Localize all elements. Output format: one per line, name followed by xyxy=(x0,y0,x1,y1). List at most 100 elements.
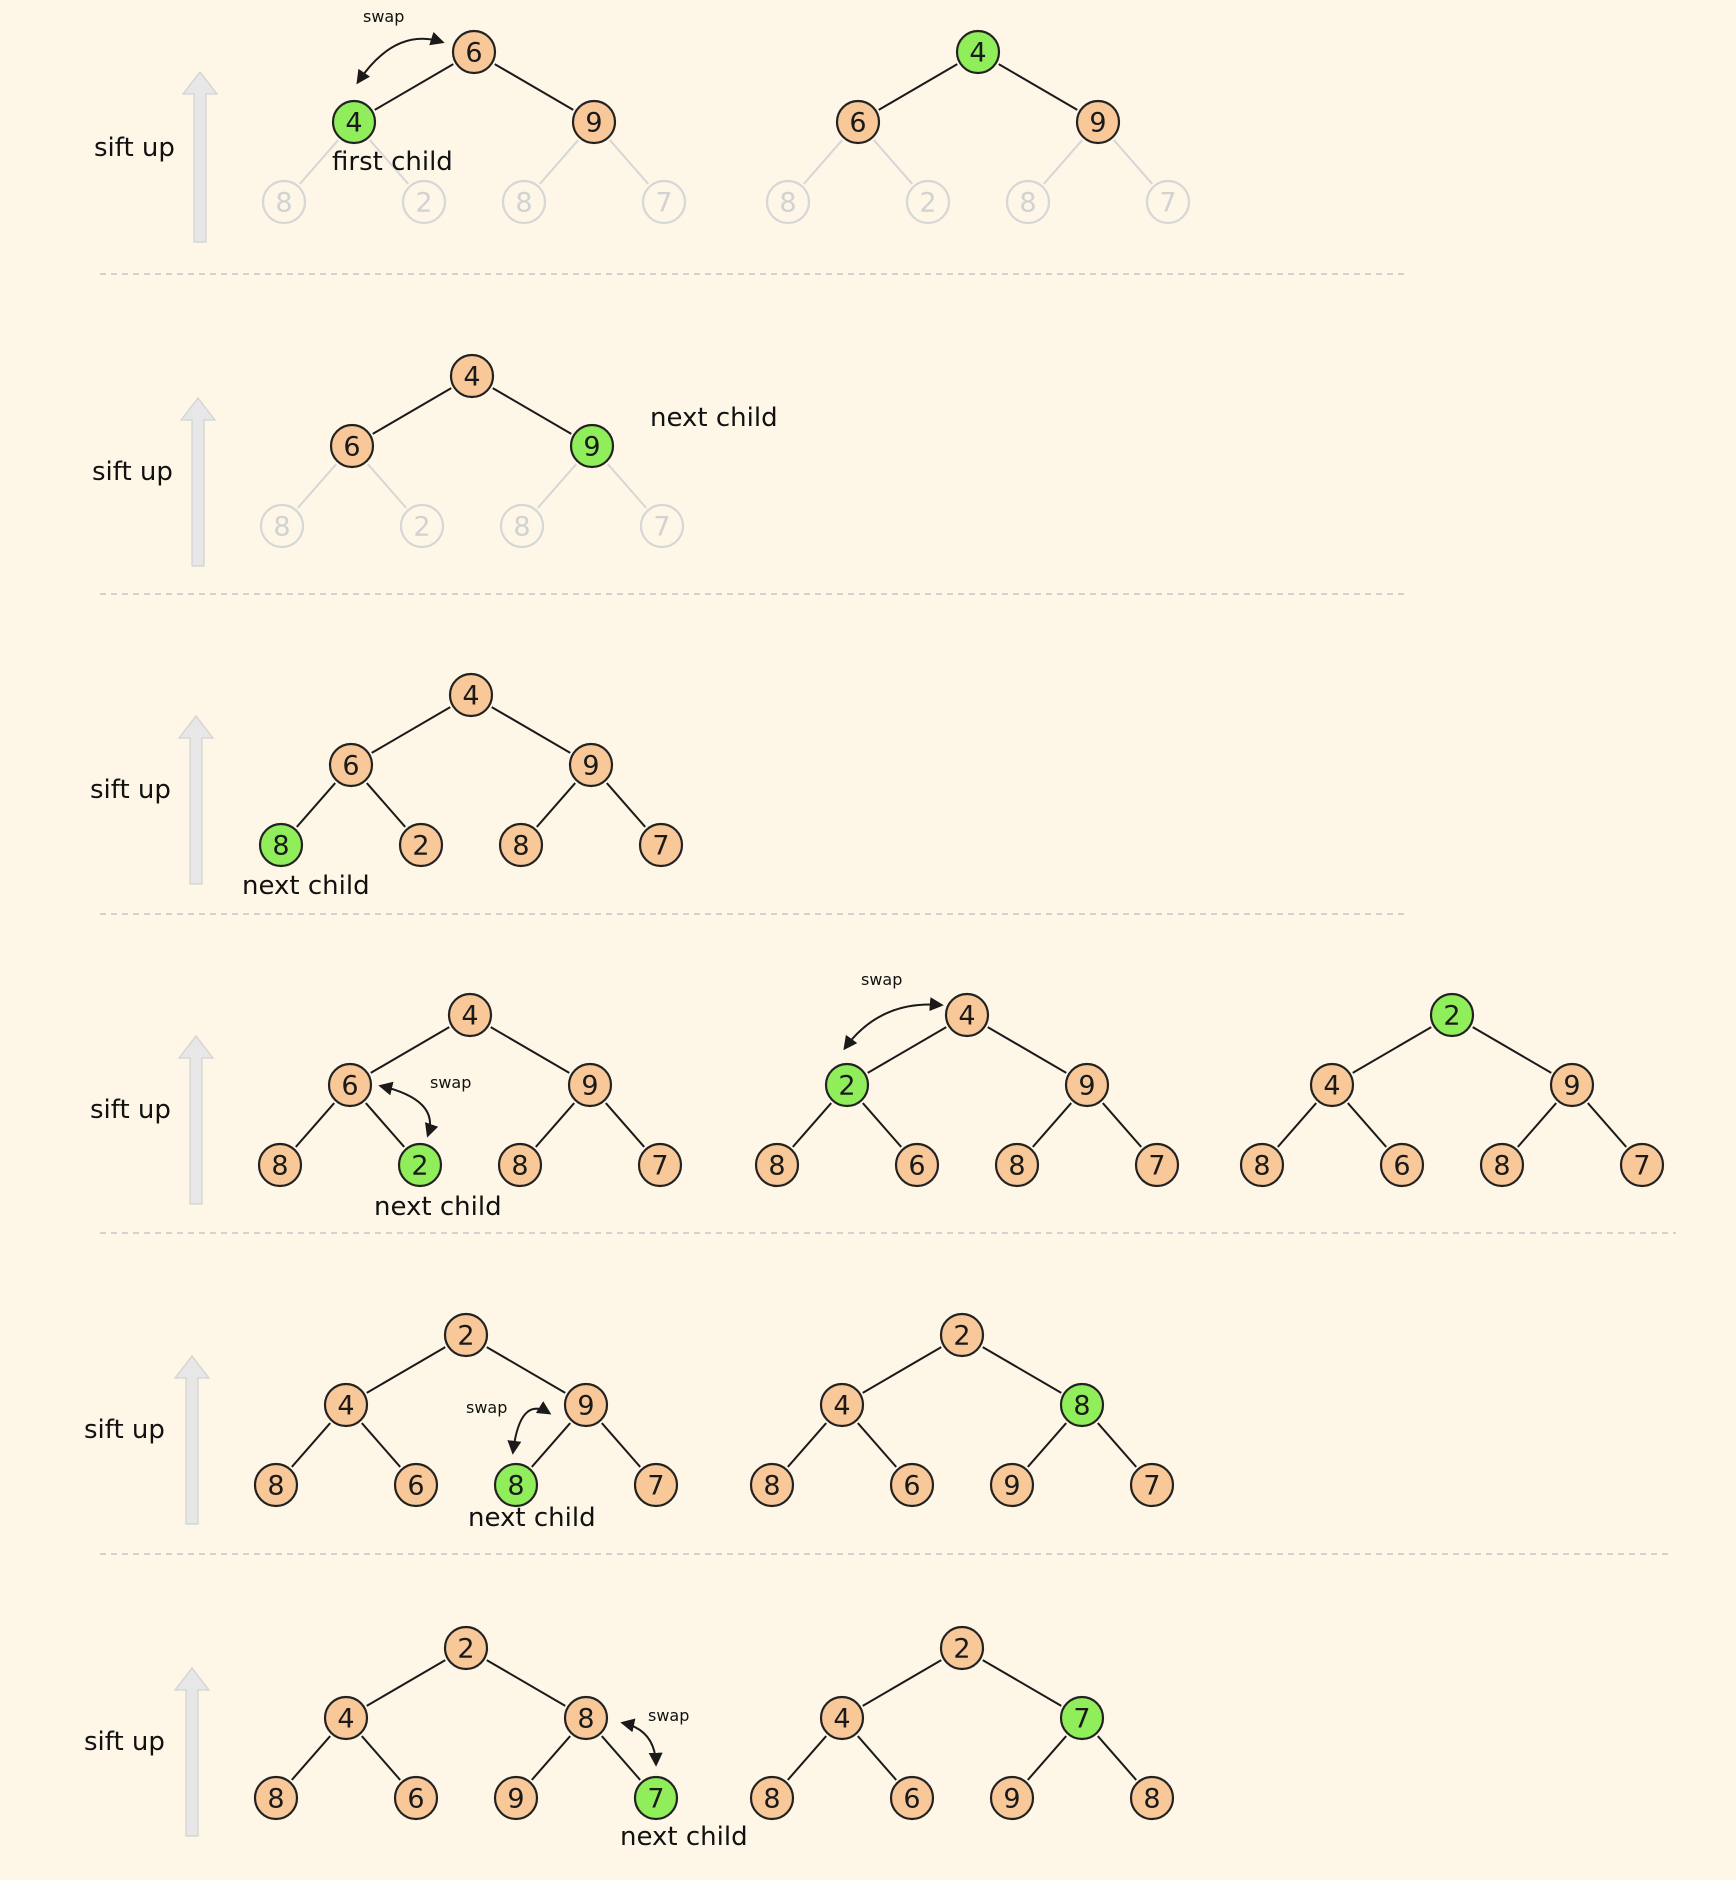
heap-node: 8 xyxy=(749,1462,795,1508)
node-value: 8 xyxy=(763,1471,780,1502)
node-value: 8 xyxy=(763,1784,780,1815)
node-circle xyxy=(329,423,375,469)
heap-node: 7 xyxy=(637,1142,683,1188)
node-value: 7 xyxy=(653,512,670,543)
tree-edge xyxy=(873,139,913,185)
heap-node: 6 xyxy=(328,742,374,788)
tree-edge xyxy=(862,1659,942,1707)
heap-node: 7 xyxy=(633,1462,679,1508)
node-circle xyxy=(1549,1062,1595,1108)
heap-node: 8 xyxy=(1129,1775,1175,1821)
tree-edge xyxy=(1352,1026,1432,1074)
node-circle xyxy=(493,1775,539,1821)
tree-edge xyxy=(371,706,451,754)
heap-node: 8 xyxy=(754,1142,800,1188)
heap-node: 6 xyxy=(393,1462,439,1508)
sift-up-label: sift up xyxy=(90,1095,171,1125)
node-value: 4 xyxy=(463,362,480,393)
node-value: 8 xyxy=(275,188,292,219)
sift-up-rows: sift up 6 4 9 8 2 8 7 first child swap 4 6 9 8 2 8 7 sift… xyxy=(84,7,1665,1852)
tree-edge xyxy=(296,782,336,828)
tree-edge xyxy=(857,1422,897,1468)
heap-node: 6 xyxy=(889,1775,935,1821)
node-circle xyxy=(749,1775,795,1821)
tree-edge xyxy=(1472,1026,1552,1074)
heap-tree: 2 4 9 8 6 8 7 xyxy=(1239,992,1665,1188)
heap-tree: 4 6 9 8 2 8 7 xyxy=(765,29,1191,225)
sift-up-label: sift up xyxy=(84,1415,165,1445)
heap-node: 4 xyxy=(819,1382,865,1428)
tree-edge xyxy=(1587,1102,1627,1148)
heap-node: 2 xyxy=(939,1625,985,1671)
node-value: 8 xyxy=(1019,188,1036,219)
heap-node: 8 xyxy=(749,1775,795,1821)
node-circle xyxy=(638,822,684,868)
heap-node: 6 xyxy=(393,1775,439,1821)
child-caption: next child xyxy=(374,1192,502,1222)
heap-node: 7 xyxy=(1619,1142,1665,1188)
node-value: 8 xyxy=(779,188,796,219)
tree-edge xyxy=(370,1026,450,1074)
node-value: 9 xyxy=(583,432,600,463)
node-circle xyxy=(499,503,545,549)
node-circle xyxy=(447,992,493,1038)
tree-edge xyxy=(372,387,452,435)
node-circle xyxy=(944,992,990,1038)
tree-edge xyxy=(787,1735,827,1781)
node-value: 7 xyxy=(655,188,672,219)
heap-node: 7 xyxy=(638,822,684,868)
node-circle xyxy=(568,742,614,788)
node-value: 6 xyxy=(407,1784,424,1815)
node-value: 9 xyxy=(1003,1471,1020,1502)
heap-node: 8 xyxy=(257,1142,303,1188)
node-value: 8 xyxy=(512,831,529,862)
node-value: 2 xyxy=(457,1634,474,1665)
heap-node: 4 xyxy=(323,1382,369,1428)
active-node: 4 xyxy=(955,29,1001,75)
heap-node: 6 xyxy=(835,99,881,145)
node-value: 2 xyxy=(413,512,430,543)
node-circle xyxy=(633,1462,679,1508)
heap-node: 8 xyxy=(563,1695,609,1741)
tree-edge xyxy=(867,1026,947,1074)
node-value: 8 xyxy=(273,512,290,543)
node-value: 6 xyxy=(903,1471,920,1502)
heap-node: 6 xyxy=(327,1062,373,1108)
sift-up-arrow-icon xyxy=(179,397,217,567)
node-circle xyxy=(258,822,304,868)
node-value: 2 xyxy=(412,831,429,862)
node-value: 4 xyxy=(337,1391,354,1422)
tree-edge xyxy=(1097,1735,1137,1781)
heap-tree: 2 4 7 8 6 9 8 xyxy=(749,1625,1175,1821)
node-value: 8 xyxy=(513,512,530,543)
active-node: 9 xyxy=(569,423,615,469)
heap-node: 9 xyxy=(571,99,617,145)
tree-edge xyxy=(361,1422,401,1468)
tree-edge xyxy=(792,1102,832,1148)
node-value: 9 xyxy=(1003,1784,1020,1815)
swap-label: swap xyxy=(430,1073,471,1092)
tree-edge xyxy=(369,139,409,185)
tree-edge xyxy=(803,139,843,185)
node-circle xyxy=(835,99,881,145)
tree-edge xyxy=(361,1735,401,1781)
heap-tree: 4 2 9 8 6 8 7 swap xyxy=(754,970,1180,1188)
tree-edge xyxy=(486,1659,566,1707)
heap-tree: 2 4 8 8 6 9 7 xyxy=(749,1312,1175,1508)
node-circle xyxy=(259,503,305,549)
tree-edge xyxy=(1102,1102,1142,1148)
heap-tree: 2 4 9 8 6 8 7 next child swap xyxy=(253,1312,679,1533)
sift-up-arrow-icon xyxy=(173,1667,211,1837)
tree-edge xyxy=(1043,139,1083,185)
tree-edge xyxy=(607,463,647,509)
tree-edge xyxy=(605,1102,645,1148)
heap-tree: 4 6 9 8 2 8 7 next child xyxy=(259,353,778,549)
heap-node: 6 xyxy=(1379,1142,1425,1188)
sift-up-arrow-icon xyxy=(177,715,215,885)
node-circle xyxy=(443,1312,489,1358)
sift-up-arrow-icon xyxy=(181,71,219,243)
heap-node: 2 xyxy=(443,1312,489,1358)
heap-node: 6 xyxy=(889,1462,935,1508)
node-circle xyxy=(327,1062,373,1108)
child-caption: first child xyxy=(332,147,453,177)
